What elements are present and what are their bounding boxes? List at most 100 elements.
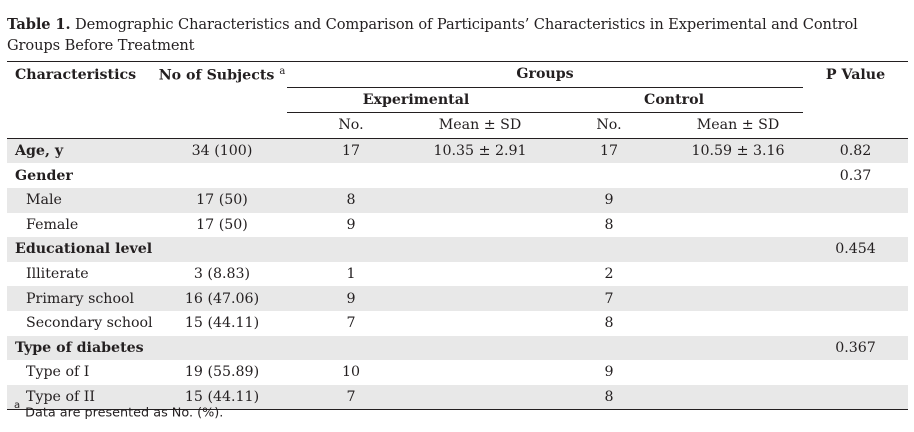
row-p-value <box>803 384 909 411</box>
row-label: Male <box>7 187 157 213</box>
row-exp-no: 7 <box>287 384 415 411</box>
header-groups: Groups <box>287 61 804 88</box>
header-exp-no: No. <box>287 112 415 139</box>
header-row-1: Characteristics No of Subjects a Groups … <box>7 61 909 88</box>
row-label: Secondary school <box>26 315 153 332</box>
row-subjects: 34 (100) <box>157 138 287 164</box>
row-label: Type of I <box>26 364 90 381</box>
row-exp-no: 7 <box>346 315 356 332</box>
row-p-value: 0.454 <box>803 237 909 262</box>
row-p-value <box>803 286 909 311</box>
row-ctl-no <box>545 237 673 262</box>
header-empty-3 <box>803 87 908 113</box>
row-exp-no: 8 <box>287 187 415 213</box>
row-exp-mean <box>415 384 545 411</box>
row-exp-mean <box>415 311 545 336</box>
row-p-value <box>803 311 908 336</box>
row-subjects <box>157 163 287 188</box>
row-exp-no: 10 <box>341 364 361 381</box>
row-exp-mean: 10.35 ± 2.91 <box>415 138 545 164</box>
row-subjects: 19 (55.89) <box>184 364 260 381</box>
row-exp-mean <box>415 187 545 213</box>
row-exp-no <box>287 163 415 188</box>
row-ctl-mean: 10.59 ± 3.16 <box>673 138 804 164</box>
row-ctl-no: 8 <box>545 384 673 411</box>
row-p-value: 0.37 <box>839 167 872 184</box>
header-ctl-no: No. <box>545 112 673 139</box>
row-exp-no: 9 <box>346 216 356 233</box>
header-ctl-mean: Mean ± SD <box>673 112 804 139</box>
header-control: Control <box>545 87 804 114</box>
row-subjects <box>157 335 287 361</box>
row-ctl-no <box>545 335 673 361</box>
row-exp-mean <box>415 163 545 188</box>
row-ctl-no: 9 <box>604 364 614 381</box>
row-ctl-no: 17 <box>545 138 673 164</box>
row-subjects: 3 (8.83) <box>193 266 251 283</box>
header-row-2: Experimental Control <box>7 87 908 114</box>
row-p-value <box>803 360 908 385</box>
demographics-table: Characteristics No of Subjects a Groups … <box>7 61 909 411</box>
row-exp-mean <box>415 262 545 287</box>
row-label: Illiterate <box>26 266 89 283</box>
row-exp-mean <box>415 213 545 238</box>
table-row: Type of I 19 (55.89) 10 9 <box>7 360 908 385</box>
row-exp-no <box>287 335 415 361</box>
header-empty-5 <box>157 112 287 139</box>
row-ctl-no: 8 <box>604 315 614 332</box>
row-ctl-no: 7 <box>545 286 673 311</box>
row-exp-mean <box>415 335 545 361</box>
row-label: Educational level <box>7 237 157 262</box>
header-empty-6 <box>803 112 909 139</box>
row-p-value: 0.82 <box>803 138 909 164</box>
row-exp-no: 17 <box>287 138 415 164</box>
row-label: Gender <box>15 167 73 184</box>
header-empty-2 <box>157 87 287 113</box>
row-label: Female <box>26 216 79 233</box>
header-p-value: P Value <box>825 66 886 83</box>
table-row: Female 17 (50) 9 8 <box>7 213 908 238</box>
row-exp-no: 1 <box>346 266 356 283</box>
row-ctl-mean <box>673 262 803 287</box>
row-exp-mean <box>415 286 545 311</box>
table-row: Gender 0.37 <box>7 163 908 188</box>
header-footnote-marker: a <box>279 65 286 77</box>
header-exp-mean: Mean ± SD <box>415 112 545 139</box>
row-exp-no <box>287 237 415 262</box>
table-caption: Table 1. Demographic Characteristics and… <box>7 14 907 56</box>
row-ctl-mean <box>673 237 804 262</box>
row-subjects: 15 (44.11) <box>184 315 260 332</box>
table-row: Illiterate 3 (8.83) 1 2 <box>7 262 908 287</box>
table-row: Type of II 15 (44.11) 7 8 <box>7 384 909 411</box>
table-row: Primary school 16 (47.06) 9 7 <box>7 286 909 311</box>
row-exp-no: 9 <box>287 286 415 311</box>
footnote-marker: a <box>14 400 21 411</box>
row-label: Age, y <box>7 138 157 164</box>
row-ctl-mean <box>673 335 804 361</box>
row-ctl-mean <box>673 213 803 238</box>
row-exp-mean <box>415 237 545 262</box>
table-row: Educational level 0.454 <box>7 237 909 262</box>
caption-text: Demographic Characteristics and Comparis… <box>7 16 858 54</box>
row-ctl-mean <box>673 311 803 336</box>
caption-label: Table 1. <box>7 16 71 33</box>
row-label: Type of diabetes <box>7 335 157 361</box>
table-row: Male 17 (50) 8 9 <box>7 187 909 213</box>
table-footnote: a Data are presented as No. (%). <box>14 400 223 420</box>
row-ctl-mean <box>673 187 804 213</box>
header-characteristics: Characteristics <box>15 66 137 83</box>
row-ctl-no: 8 <box>604 216 614 233</box>
row-ctl-mean <box>673 163 803 188</box>
row-ctl-no: 9 <box>545 187 673 213</box>
row-exp-mean <box>415 360 545 385</box>
row-ctl-no <box>545 163 673 188</box>
row-label: Primary school <box>7 286 157 311</box>
row-label: Type of II <box>7 384 157 411</box>
table-row: Secondary school 15 (44.11) 7 8 <box>7 311 908 336</box>
row-subjects: 15 (44.11) <box>157 384 287 411</box>
row-p-value <box>803 187 909 213</box>
row-p-value: 0.367 <box>803 335 909 361</box>
row-subjects: 16 (47.06) <box>157 286 287 311</box>
row-subjects <box>157 237 287 262</box>
